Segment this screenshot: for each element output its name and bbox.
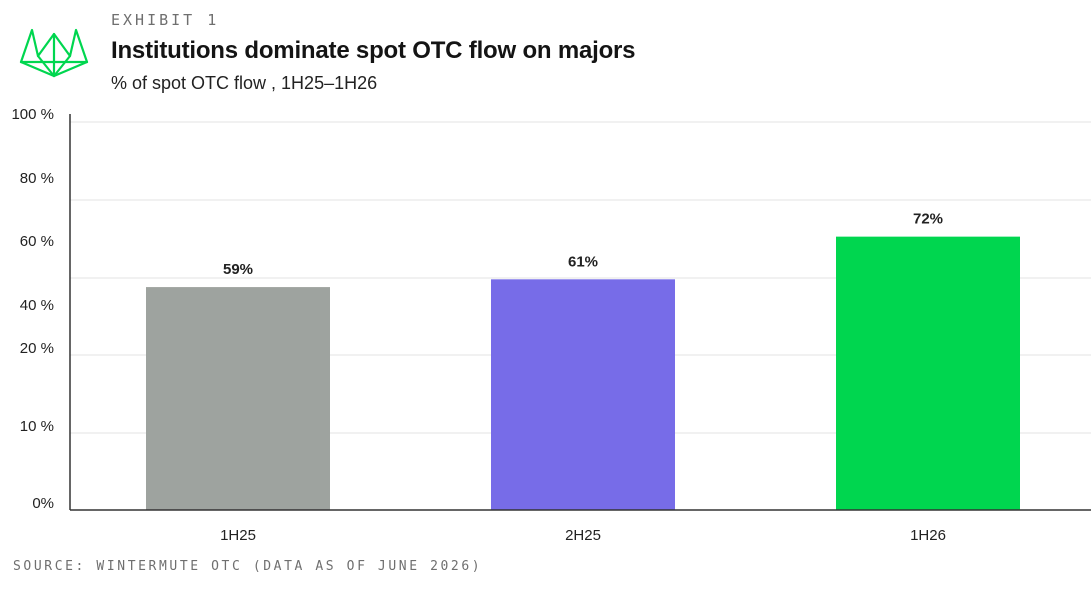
y-tick-label: 10 % [20,418,54,435]
y-tick-label: 80 % [20,170,54,187]
y-tick-label: 20 % [20,340,54,357]
y-tick-label: 100 % [11,106,54,123]
y-tick-label: 60 % [20,233,54,250]
chart-subtitle: % of spot OTC flow , 1H25–1H26 [111,73,378,93]
data-label: 72% [913,211,943,228]
bar-1h26 [836,236,1020,510]
x-tick-label: 1H25 [220,527,256,544]
x-tick-label: 2H25 [565,527,601,544]
bar-2h25 [491,279,675,510]
source-note: SOURCE: WINTERMUTE OTC (DATA AS OF JUNE … [13,559,483,574]
data-label: 61% [568,253,598,270]
x-tick-label: 1H26 [910,527,946,544]
exhibit-label: EXHIBIT 1 [111,11,220,29]
y-tick-label: 0% [32,495,54,512]
y-tick-label: 40 % [20,297,54,314]
chart-title: Institutions dominate spot OTC flow on m… [111,37,636,64]
wintermute-logo-icon [19,28,89,78]
data-label: 59% [223,261,253,278]
bar-1h25 [146,287,330,510]
